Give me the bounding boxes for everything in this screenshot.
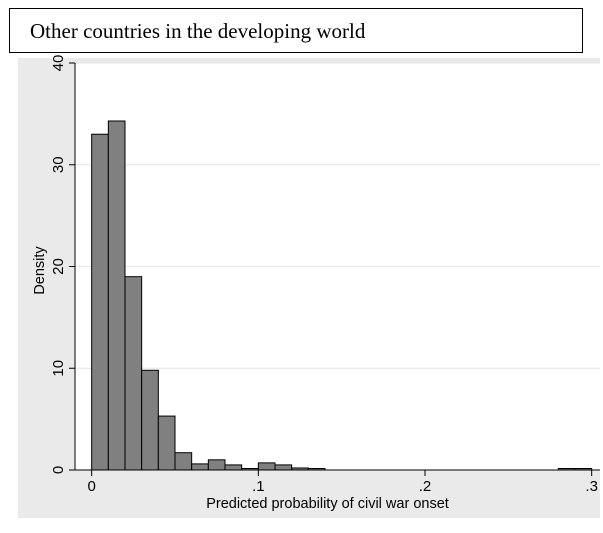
- axes: 0 10 20 30 40 0 .1 .2 .3: [50, 55, 600, 495]
- histogram-bar: [91, 133, 109, 471]
- x-axis-title: Predicted probability of civil war onset: [206, 496, 449, 512]
- histogram-bars: [91, 120, 593, 471]
- gridlines: [75, 62, 600, 369]
- histogram-bar: [107, 120, 126, 471]
- x-tick-label: .1: [252, 478, 265, 495]
- y-tick-label: 30: [50, 156, 67, 173]
- histogram-bar: [224, 464, 243, 471]
- histogram-bar: [191, 463, 209, 471]
- y-axis-title: Density: [32, 246, 48, 295]
- histogram-bar: [124, 276, 143, 471]
- histogram-bar: [207, 459, 226, 471]
- chart-caption: Other countries in the developing world: [9, 8, 583, 53]
- histogram-bar: [257, 462, 276, 471]
- histogram-bar: [274, 464, 293, 471]
- x-tick-label: 0: [87, 478, 95, 495]
- y-tick-label: 40: [50, 55, 67, 72]
- histogram-bar: [157, 415, 176, 471]
- x-tick-label: .3: [585, 478, 598, 495]
- y-tick-label: 20: [50, 258, 67, 275]
- histogram-bar: [141, 369, 159, 471]
- histogram-bar: [174, 452, 193, 471]
- y-tick-label: 10: [50, 360, 67, 377]
- x-tick-label: .2: [419, 478, 432, 495]
- y-tick-label: 0: [50, 466, 67, 474]
